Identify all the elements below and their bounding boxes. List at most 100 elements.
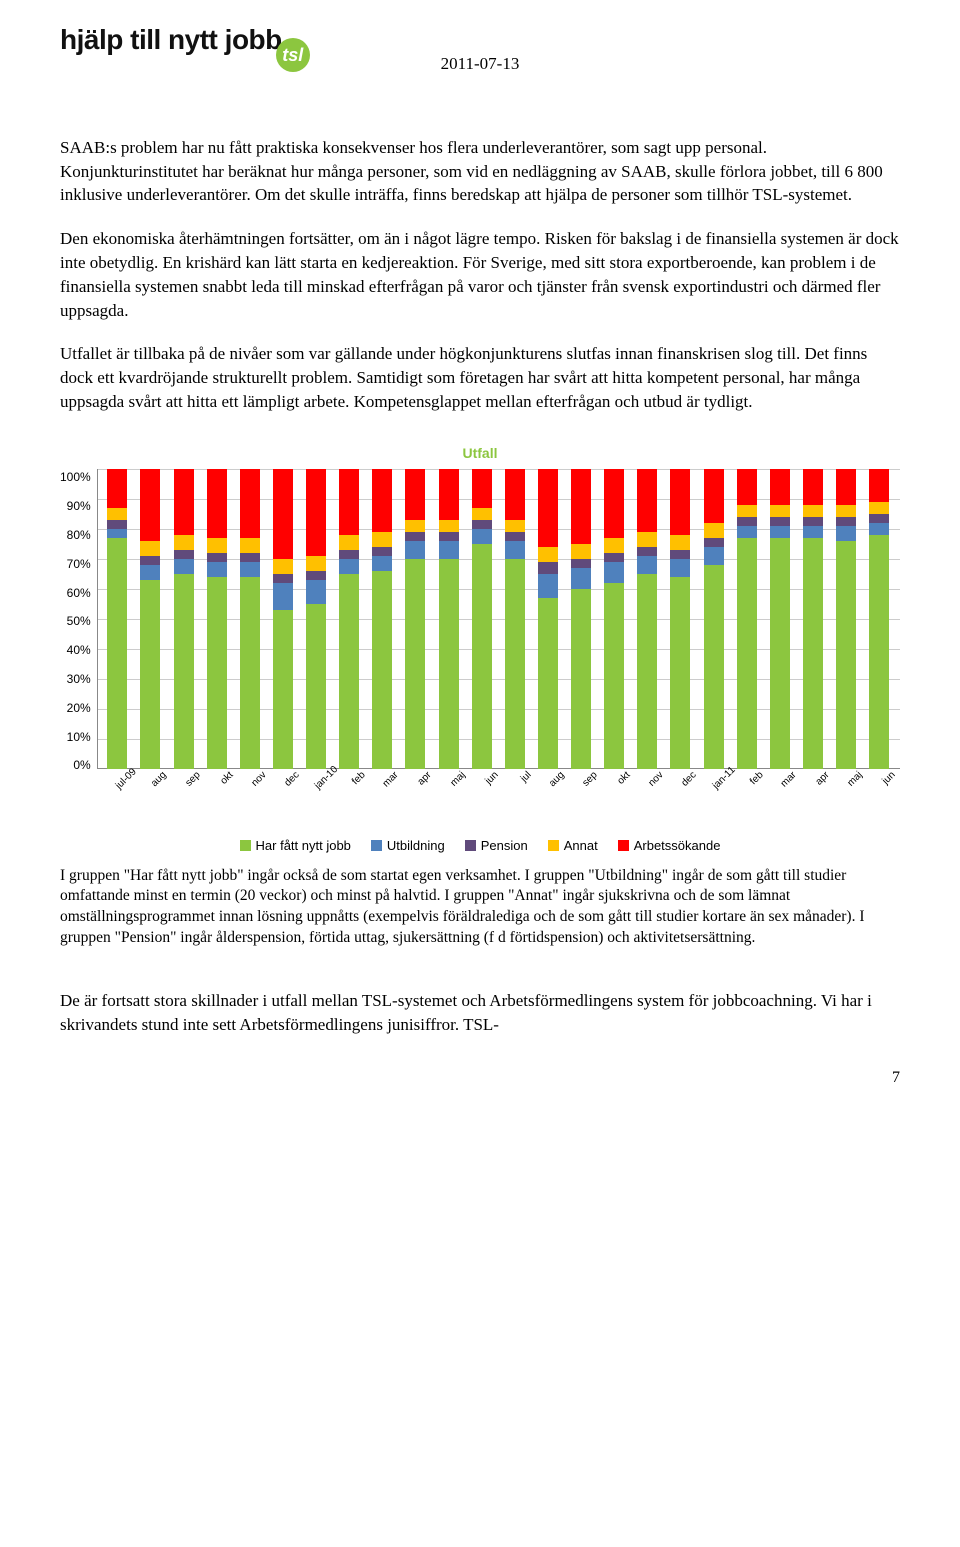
bar-segment-jobb bbox=[273, 610, 293, 769]
x-tick-label: nov bbox=[643, 769, 667, 793]
bar-segment-pension bbox=[174, 550, 194, 559]
bar-segment-pension bbox=[604, 553, 624, 562]
y-tick-label: 10% bbox=[67, 729, 91, 746]
bar-segment-jobb bbox=[107, 538, 127, 769]
bar-segment-utb bbox=[803, 526, 823, 538]
bar-segment-annat bbox=[869, 502, 889, 514]
legend-item: Pension bbox=[465, 837, 528, 855]
legend-label: Arbetssökande bbox=[634, 838, 721, 853]
bar-segment-arbets bbox=[372, 469, 392, 532]
bar-segment-arbets bbox=[704, 469, 724, 523]
bar-segment-pension bbox=[240, 553, 260, 562]
bar-segment-jobb bbox=[472, 544, 492, 769]
bar-segment-jobb bbox=[803, 538, 823, 769]
bar-segment-annat bbox=[207, 538, 227, 553]
bar-segment-annat bbox=[372, 532, 392, 547]
bar-segment-jobb bbox=[505, 559, 525, 769]
bar-segment-annat bbox=[140, 541, 160, 556]
bar-segment-arbets bbox=[306, 469, 326, 556]
legend-label: Annat bbox=[564, 838, 598, 853]
bar bbox=[273, 469, 293, 769]
legend-item: Utbildning bbox=[371, 837, 445, 855]
y-tick-label: 100% bbox=[60, 469, 91, 486]
bar-segment-jobb bbox=[869, 535, 889, 769]
legend-swatch bbox=[465, 840, 476, 851]
bar bbox=[869, 469, 889, 769]
paragraph-2: Den ekonomiska återhämtningen fortsätter… bbox=[60, 227, 900, 322]
x-tick-label: okt bbox=[213, 769, 237, 793]
bar bbox=[472, 469, 492, 769]
bar-segment-jobb bbox=[405, 559, 425, 769]
x-tick-label: maj bbox=[842, 769, 866, 793]
bar-segment-arbets bbox=[571, 469, 591, 544]
bar-segment-jobb bbox=[372, 571, 392, 769]
bar-segment-arbets bbox=[637, 469, 657, 532]
bar-segment-arbets bbox=[140, 469, 160, 541]
bar-segment-arbets bbox=[538, 469, 558, 547]
bar-segment-pension bbox=[207, 553, 227, 562]
logo-text: hjälp till nytt jobb bbox=[60, 24, 282, 55]
y-tick-label: 20% bbox=[67, 700, 91, 717]
bar-segment-pension bbox=[505, 532, 525, 541]
x-tick-label: nov bbox=[246, 769, 270, 793]
bar-segment-jobb bbox=[207, 577, 227, 769]
bar-segment-arbets bbox=[670, 469, 690, 535]
bar-segment-arbets bbox=[869, 469, 889, 502]
bar-segment-utb bbox=[737, 526, 757, 538]
page-number: 7 bbox=[60, 1067, 900, 1089]
x-tick-label: jul-09 bbox=[113, 769, 137, 793]
bar-segment-jobb bbox=[670, 577, 690, 769]
x-tick-label: jun bbox=[478, 769, 502, 793]
bar-segment-utb bbox=[306, 580, 326, 604]
bar-segment-utb bbox=[372, 556, 392, 571]
bar-segment-jobb bbox=[240, 577, 260, 769]
x-tick-label: aug bbox=[544, 769, 568, 793]
x-tick-label: mar bbox=[378, 769, 402, 793]
x-tick-label: jan-10 bbox=[312, 769, 336, 793]
bar-segment-utb bbox=[207, 562, 227, 577]
bar-segment-jobb bbox=[306, 604, 326, 769]
chart-legend: Har fått nytt jobbUtbildningPensionAnnat… bbox=[60, 837, 900, 855]
bars-container bbox=[97, 469, 900, 769]
paragraph-3: Utfallet är tillbaka på de nivåer som va… bbox=[60, 342, 900, 413]
bar bbox=[240, 469, 260, 769]
bar-segment-jobb bbox=[174, 574, 194, 769]
bar-segment-pension bbox=[670, 550, 690, 559]
bar-segment-annat bbox=[439, 520, 459, 532]
bar bbox=[704, 469, 724, 769]
bar-segment-annat bbox=[505, 520, 525, 532]
bar-segment-jobb bbox=[637, 574, 657, 769]
y-tick-label: 30% bbox=[67, 671, 91, 688]
x-tick-label: sep bbox=[180, 769, 204, 793]
x-tick-label: apr bbox=[809, 769, 833, 793]
chart-plot: jul-09augsepoktnovdecjan-10febmaraprmajj… bbox=[97, 469, 900, 819]
bar-segment-utb bbox=[505, 541, 525, 559]
bar-segment-arbets bbox=[107, 469, 127, 508]
bar-segment-arbets bbox=[174, 469, 194, 535]
bar-segment-annat bbox=[273, 559, 293, 574]
bar-segment-utb bbox=[869, 523, 889, 535]
bar-segment-utb bbox=[770, 526, 790, 538]
bar-segment-annat bbox=[107, 508, 127, 520]
x-tick-label: dec bbox=[279, 769, 303, 793]
x-tick-label: aug bbox=[146, 769, 170, 793]
bar bbox=[439, 469, 459, 769]
bar-segment-pension bbox=[339, 550, 359, 559]
bar-segment-annat bbox=[670, 535, 690, 550]
bar bbox=[604, 469, 624, 769]
legend-item: Annat bbox=[548, 837, 598, 855]
bar-segment-utb bbox=[140, 565, 160, 580]
chart-caption: I gruppen "Har fått nytt jobb" ingår ock… bbox=[60, 866, 900, 950]
legend-item: Arbetssökande bbox=[618, 837, 721, 855]
y-tick-label: 80% bbox=[67, 527, 91, 544]
y-tick-label: 60% bbox=[67, 585, 91, 602]
bar-segment-utb bbox=[439, 541, 459, 559]
bar-segment-jobb bbox=[439, 559, 459, 769]
bar-segment-pension bbox=[273, 574, 293, 583]
bar-segment-annat bbox=[704, 523, 724, 538]
bar bbox=[140, 469, 160, 769]
bar-segment-arbets bbox=[472, 469, 492, 508]
legend-label: Utbildning bbox=[387, 838, 445, 853]
bar-segment-pension bbox=[439, 532, 459, 541]
bar-segment-annat bbox=[571, 544, 591, 559]
